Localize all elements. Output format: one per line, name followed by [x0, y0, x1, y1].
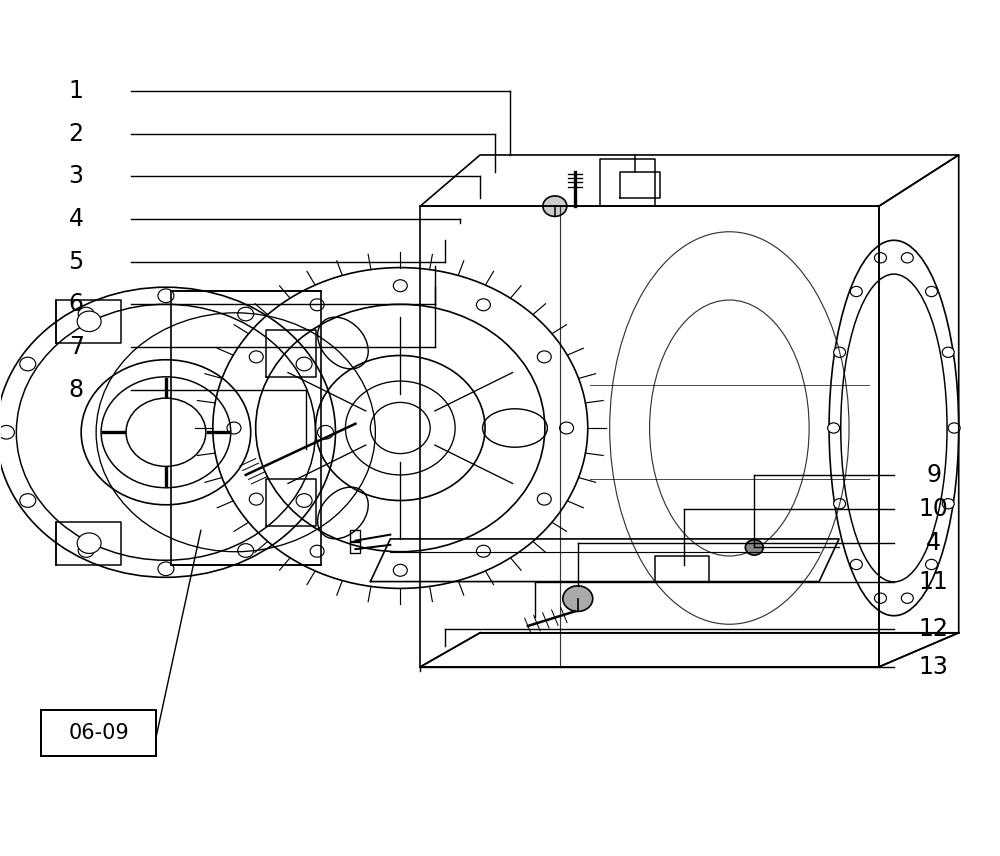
Circle shape [158, 289, 174, 302]
Circle shape [78, 307, 94, 321]
Text: 3: 3 [69, 164, 84, 188]
Circle shape [875, 593, 886, 603]
Text: 11: 11 [919, 569, 949, 593]
Circle shape [926, 287, 937, 297]
Circle shape [318, 425, 333, 439]
Circle shape [296, 494, 312, 508]
Circle shape [310, 545, 324, 557]
Circle shape [238, 307, 254, 321]
Circle shape [850, 287, 862, 297]
Circle shape [942, 348, 954, 357]
Circle shape [543, 196, 567, 217]
Circle shape [875, 253, 886, 263]
Circle shape [249, 493, 263, 505]
Text: 9: 9 [926, 463, 941, 487]
Circle shape [393, 564, 407, 576]
Circle shape [227, 422, 241, 434]
Circle shape [901, 593, 913, 603]
Text: 10: 10 [919, 497, 949, 521]
Circle shape [560, 422, 574, 434]
Text: 5: 5 [69, 250, 84, 274]
Circle shape [238, 544, 254, 557]
Text: 06-09: 06-09 [68, 723, 129, 743]
Circle shape [563, 586, 593, 611]
Circle shape [20, 494, 36, 508]
Circle shape [476, 545, 490, 557]
Circle shape [20, 357, 36, 371]
Text: 8: 8 [69, 377, 84, 401]
Circle shape [948, 423, 960, 433]
Circle shape [942, 499, 954, 508]
Circle shape [78, 544, 94, 557]
Circle shape [850, 559, 862, 569]
Circle shape [77, 533, 101, 554]
Text: 6: 6 [69, 292, 84, 316]
Text: 4: 4 [69, 207, 84, 231]
Text: 12: 12 [919, 616, 949, 640]
Text: 4: 4 [926, 532, 941, 556]
Circle shape [745, 540, 763, 556]
Circle shape [296, 357, 312, 371]
Text: 13: 13 [919, 655, 949, 679]
Circle shape [901, 253, 913, 263]
Circle shape [537, 493, 551, 505]
Circle shape [537, 351, 551, 363]
Circle shape [476, 299, 490, 311]
Circle shape [834, 348, 846, 357]
Circle shape [828, 423, 840, 433]
Circle shape [77, 311, 101, 331]
Text: 1: 1 [69, 79, 84, 103]
Circle shape [926, 559, 937, 569]
Circle shape [158, 562, 174, 575]
Circle shape [393, 280, 407, 292]
Circle shape [834, 499, 846, 508]
Bar [41, 710, 156, 757]
Circle shape [310, 299, 324, 311]
Circle shape [249, 351, 263, 363]
Circle shape [0, 425, 14, 439]
Text: 2: 2 [69, 122, 84, 146]
Text: 7: 7 [69, 335, 84, 359]
